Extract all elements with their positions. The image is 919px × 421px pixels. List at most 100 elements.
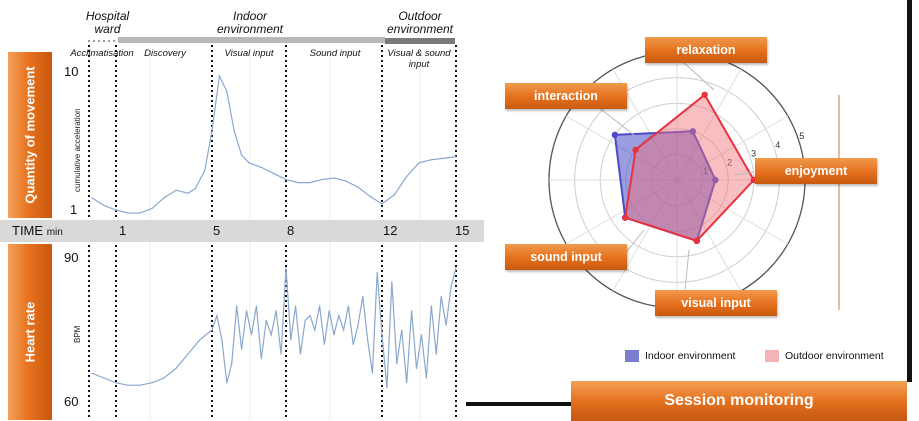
heart-rate-point-11	[216, 315, 218, 317]
legend-outdoor-label: Outdoor environment	[785, 350, 884, 362]
heart-rate-point-12	[221, 339, 223, 341]
heart-rate-point-4	[139, 384, 141, 386]
heart-rate-point-13	[226, 382, 228, 384]
heart-rate-point-39	[352, 343, 354, 345]
movement-point-10	[204, 169, 206, 172]
heart-rate-point-57	[440, 295, 442, 297]
movement-point-21	[309, 182, 311, 184]
heart-rate-point-33	[323, 343, 325, 345]
radar-rtick-2: 2	[727, 157, 732, 167]
radar-label-relaxation: relaxation	[645, 37, 767, 63]
time-bar	[0, 220, 484, 242]
heart-rate-point-18	[250, 334, 253, 336]
env-label-hospital: Hospital ward	[85, 9, 130, 36]
movement-point-7	[175, 189, 177, 191]
movement-point-20	[297, 182, 299, 184]
movement-point-33	[455, 156, 457, 158]
heart-rate-point-3	[127, 384, 129, 386]
heart-rate-point-20	[260, 358, 262, 360]
heart-rate-point-27	[295, 305, 297, 307]
radar-label-interaction: interaction	[505, 83, 627, 109]
heart-rate-point-2	[115, 382, 117, 384]
radar-point-outdoor-2	[693, 237, 700, 245]
movement-point-2	[115, 209, 117, 211]
heart-rate-point-21	[265, 319, 267, 321]
heart-rate-point-53	[420, 334, 423, 336]
heart-rate-point-30	[309, 315, 311, 317]
radar-leader-1	[733, 171, 755, 176]
heart-rate-point-16	[241, 348, 243, 350]
phase-label-discovery: Discovery	[144, 48, 186, 59]
movement-point-17	[260, 166, 262, 168]
movement-point-12	[218, 75, 220, 77]
heart-rate-point-56	[435, 353, 437, 355]
movement-point-9	[194, 188, 196, 190]
heart-rate-point-45	[381, 334, 383, 336]
connector-line	[466, 402, 572, 406]
movement-point-32	[443, 157, 445, 159]
movement-point-22	[321, 178, 323, 181]
heart-rate-point-43	[371, 372, 373, 374]
heart-rate-point-48	[396, 363, 398, 365]
heart-rate-point-1	[103, 377, 105, 379]
heart-rate-point-23	[275, 310, 277, 312]
heart-rate-point-26	[290, 339, 292, 341]
legend-indoor: Indoor environment	[625, 350, 735, 362]
legend-outdoor-swatch	[765, 350, 779, 362]
movement-point-13	[226, 90, 228, 92]
movement-point-19	[285, 178, 287, 181]
movement-point-23	[333, 177, 335, 179]
heart-rate-point-49	[401, 329, 403, 331]
heart-rate-point-50	[406, 382, 408, 384]
phase-label-visual-sound: Visual & sound input	[387, 48, 451, 70]
movement-point-26	[369, 195, 371, 197]
movement-side-bar: Quantity of movement	[8, 52, 52, 218]
heart-rate-point-34	[328, 310, 330, 312]
movement-point-27	[381, 203, 383, 205]
heart-rate-point-6	[163, 377, 165, 379]
heart-ytick-min: 60	[64, 394, 79, 409]
phase-label-acclimatisation: Acclimatisation	[70, 48, 134, 59]
radar-label-enjoyment: enjoyment	[755, 158, 877, 184]
movement-point-0	[91, 197, 93, 199]
radar-rtick-5: 5	[799, 131, 804, 141]
movement-point-8	[187, 192, 189, 194]
movement-point-31	[430, 159, 432, 161]
heart-rate-point-8	[187, 353, 189, 355]
movement-line-chart	[91, 73, 457, 214]
heart-rate-point-59	[450, 286, 452, 288]
movement-point-4	[139, 212, 141, 214]
movement-point-3	[127, 212, 129, 214]
heart-rate-point-9	[199, 339, 201, 341]
radar-point-indoor-0	[689, 128, 697, 135]
heart-rate-point-47	[391, 281, 393, 283]
radar-rtick-4: 4	[775, 140, 780, 150]
heart-rate-point-41	[362, 295, 364, 297]
time-tick-5: 5	[213, 223, 221, 238]
phase-label-visual: Visual input	[224, 48, 274, 59]
heart-rate-point-15	[236, 305, 238, 307]
movement-point-30	[418, 162, 420, 164]
heart-rate-point-46	[386, 387, 388, 389]
env-label-outdoor: Outdoor environment	[386, 9, 454, 36]
movement-point-28	[393, 194, 395, 196]
heart-rate-point-54	[425, 377, 427, 379]
radar-point-outdoor-0	[701, 91, 708, 98]
phase-label-sound: Sound input	[309, 48, 361, 59]
right-border-line	[907, 0, 912, 382]
heart-rate-point-5	[151, 382, 153, 384]
legend-indoor-label: Indoor environment	[645, 350, 736, 362]
heart-rate-point-0	[91, 372, 93, 374]
heart-rate-point-42	[367, 339, 369, 341]
heart-rate-point-22	[270, 334, 272, 336]
heart-rate-point-17	[245, 310, 248, 312]
movement-point-5	[151, 207, 153, 210]
heart-rate-point-52	[415, 367, 418, 369]
time-label: TIME	[12, 223, 44, 238]
movement-point-24	[345, 180, 347, 182]
movement-point-14	[233, 130, 235, 132]
heart-rate-point-60	[455, 267, 457, 269]
heart-rate-point-38	[347, 305, 349, 307]
time-unit: min	[46, 227, 63, 238]
heart-rate-point-58	[445, 324, 447, 326]
